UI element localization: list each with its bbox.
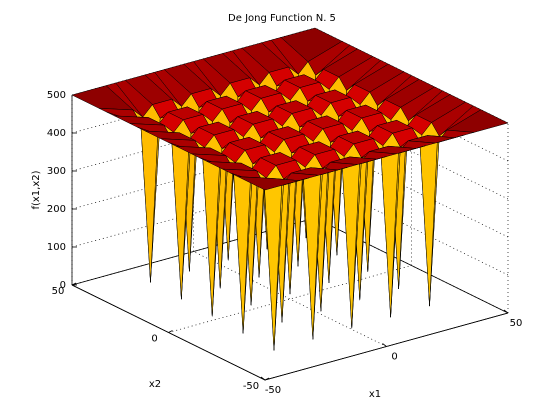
x-tick-label: 0 [391,352,397,363]
y-tick [71,282,77,286]
z-tick-label: 500 [47,90,66,101]
y-tick-label: 0 [151,334,157,345]
y-tick [168,330,173,333]
y-tick-label: 50 [52,286,65,297]
z-tick-label: 100 [47,242,66,253]
x-tick [503,309,509,314]
x-axis-label: x1 [369,389,381,400]
x-tick-label: -50 [265,385,281,396]
z-tick-label: 300 [47,166,66,177]
surface-patch [237,176,300,191]
z-tick-label: 0 [60,280,66,291]
chart-title: De Jong Function N. 5 [228,13,336,24]
z-tick-label: 200 [47,204,66,215]
z-axis-label: f(x1,x2) [31,170,42,209]
x-tick [382,343,387,347]
x-tick-label: 50 [510,318,523,329]
axis-box [264,312,509,381]
axis-box [71,284,266,381]
z-tick-label: 400 [47,128,66,139]
y-axis-label: x2 [149,379,161,390]
y-tick-label: -50 [243,381,259,392]
